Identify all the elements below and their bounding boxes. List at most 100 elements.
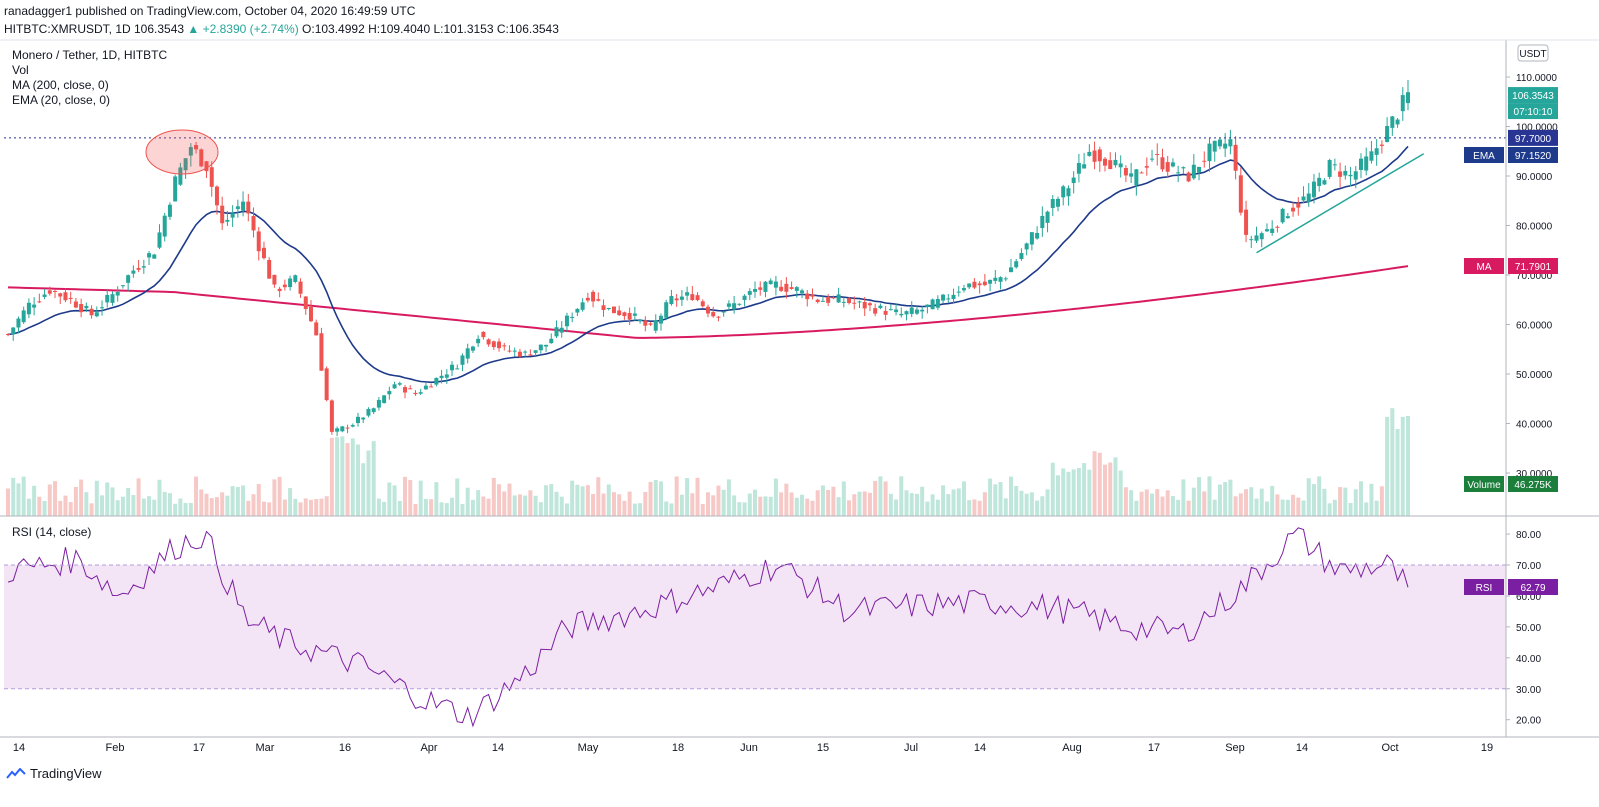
candle-body xyxy=(1233,144,1238,171)
candle-body xyxy=(1270,228,1275,233)
chart-header: ranadagger1 published on TradingView.com… xyxy=(0,0,1599,40)
volume-bar xyxy=(1301,500,1306,516)
candle-body xyxy=(596,299,601,301)
volume-bar xyxy=(977,500,982,516)
volume-bar xyxy=(972,499,977,516)
candle-body xyxy=(1160,157,1165,170)
candle-body xyxy=(632,313,637,316)
symbol-info: HITBTC:XMRUSDT, 1D 106.3543 xyxy=(4,22,188,36)
volume-bar xyxy=(789,492,794,516)
candle-body xyxy=(867,303,872,306)
volume-bar xyxy=(63,495,68,516)
time-axis-label: Feb xyxy=(106,742,125,754)
volume-bar xyxy=(387,482,392,516)
volume-bar xyxy=(1092,451,1097,516)
volume-bar xyxy=(591,493,596,516)
volume-bar xyxy=(204,493,209,516)
candle-body xyxy=(167,204,172,217)
candle-body xyxy=(946,298,951,300)
candle-body xyxy=(476,338,481,344)
volume-bar xyxy=(528,490,533,516)
volume-bar xyxy=(251,494,256,516)
volume-bar xyxy=(1019,490,1024,516)
volume-bar xyxy=(465,487,470,516)
candle-body xyxy=(899,313,904,316)
candle-body xyxy=(26,302,31,315)
rsi-tick-label: 30.00 xyxy=(1516,685,1541,696)
last-price-badge-text: 106.3543 xyxy=(1512,91,1554,102)
candle-body xyxy=(1343,170,1348,176)
volume-badge-value-box xyxy=(1508,476,1558,492)
volume-bar xyxy=(737,502,742,516)
candle-body xyxy=(820,300,825,302)
candle-body xyxy=(1228,139,1233,147)
candle-body xyxy=(1301,196,1306,201)
volume-bar xyxy=(1327,503,1332,516)
volume-bar xyxy=(1014,485,1019,516)
volume-bar xyxy=(21,476,26,516)
candle-body xyxy=(998,277,1003,282)
candle-body xyxy=(815,299,820,303)
volume-bar xyxy=(214,497,219,516)
legend-rsi: RSI (14, close) xyxy=(12,525,92,539)
volume-bar xyxy=(272,479,277,516)
candle-body xyxy=(491,341,496,348)
rsi-tick-label: 60.00 xyxy=(1516,592,1541,603)
volume-bar xyxy=(1170,496,1175,516)
candle-body xyxy=(1071,177,1076,184)
volume-bar xyxy=(408,480,413,516)
volume-bar xyxy=(141,498,146,516)
tradingview-logo[interactable]: TradingView xyxy=(6,766,102,781)
volume-bar xyxy=(136,478,141,516)
candle-body xyxy=(554,327,559,337)
volume-bar xyxy=(1071,469,1076,516)
volume-bar xyxy=(935,499,940,516)
volume-bar xyxy=(993,484,998,516)
volume-bar xyxy=(946,494,951,516)
candle-body xyxy=(1176,172,1181,174)
volume-bar xyxy=(611,492,616,516)
volume-bar xyxy=(303,498,308,516)
candle-body xyxy=(679,296,684,300)
volume-bar xyxy=(105,482,110,516)
volume-bar xyxy=(434,482,439,516)
volume-bar xyxy=(1233,496,1238,516)
candle-body xyxy=(1087,151,1092,156)
level-badge-box xyxy=(1508,129,1558,146)
candle-body xyxy=(773,281,778,288)
candle-body xyxy=(141,266,146,268)
candle-body xyxy=(1170,162,1175,167)
countdown-badge-box xyxy=(1508,103,1558,120)
volume-bar xyxy=(721,489,726,516)
candle-body xyxy=(481,331,486,338)
ma-200-line xyxy=(7,265,1409,339)
candle-body xyxy=(961,288,966,291)
legend-ma: MA (200, close, 0) xyxy=(12,78,109,92)
volume-bar xyxy=(544,485,549,516)
candle-body xyxy=(721,311,726,313)
candle-body xyxy=(382,395,387,403)
rsi-line xyxy=(7,527,1409,728)
volume-bar xyxy=(904,490,909,516)
candle-body xyxy=(225,219,230,222)
candle-body xyxy=(841,301,846,303)
volume-bar xyxy=(1176,499,1181,516)
volume-bar xyxy=(1285,499,1290,516)
candle-body xyxy=(1118,163,1123,168)
volume-bar xyxy=(1024,493,1029,516)
candle-body xyxy=(277,288,282,292)
volume-bar xyxy=(679,494,684,516)
volume-bar xyxy=(94,480,99,516)
candle-body xyxy=(888,309,893,311)
annotations xyxy=(4,129,1506,254)
volume-bar xyxy=(371,441,376,516)
candle-body xyxy=(450,364,455,371)
candle-body xyxy=(465,348,470,359)
volume-bar xyxy=(314,499,319,516)
time-axis-label: 14 xyxy=(974,742,986,754)
volume-bar xyxy=(194,476,199,516)
candle-body xyxy=(434,377,439,385)
candle-body xyxy=(392,384,397,389)
candle-body xyxy=(1103,158,1108,166)
